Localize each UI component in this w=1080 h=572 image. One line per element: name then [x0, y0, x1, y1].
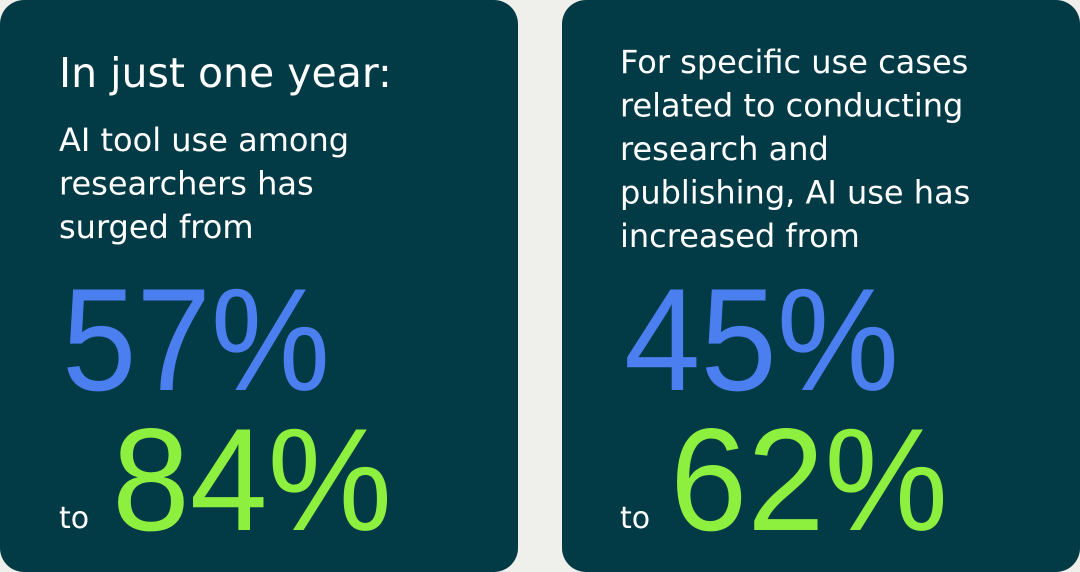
to-word: to [620, 501, 650, 536]
to-value: 62% [670, 398, 948, 561]
text-line: research and [620, 130, 829, 168]
card-text: AI tool use among researchers has surged f… [59, 121, 349, 246]
text-line: AI tool use among [59, 121, 349, 159]
text-line: related to conducting [620, 87, 963, 125]
card [562, 0, 1080, 572]
to-word: to [59, 501, 89, 536]
to-value: 84% [112, 398, 392, 561]
text-line: increased from [620, 217, 860, 255]
card-text: For specific use cases related to conduct… [620, 43, 970, 255]
text-line: researchers has [59, 165, 314, 203]
text-line: publishing, AI use has [620, 174, 970, 212]
card [0, 0, 518, 572]
from-value: 45% [624, 258, 899, 421]
card-heading: In just one year: [59, 49, 392, 97]
text-line: surged from [59, 208, 254, 246]
text-line: For specific use cases [620, 43, 968, 81]
from-value: 57% [62, 258, 330, 421]
